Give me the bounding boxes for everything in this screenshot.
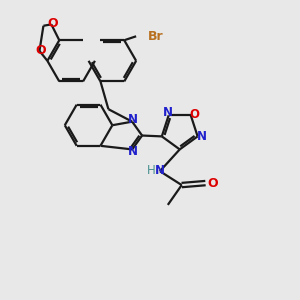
Text: O: O xyxy=(190,108,200,121)
Text: Br: Br xyxy=(148,30,164,43)
Text: H: H xyxy=(147,164,155,177)
Text: N: N xyxy=(128,113,138,126)
Text: O: O xyxy=(47,17,58,30)
Text: N: N xyxy=(128,145,138,158)
Text: N: N xyxy=(163,106,173,119)
Text: O: O xyxy=(207,177,218,190)
Text: N: N xyxy=(155,164,165,177)
Text: N: N xyxy=(196,130,207,143)
Text: O: O xyxy=(35,44,46,57)
